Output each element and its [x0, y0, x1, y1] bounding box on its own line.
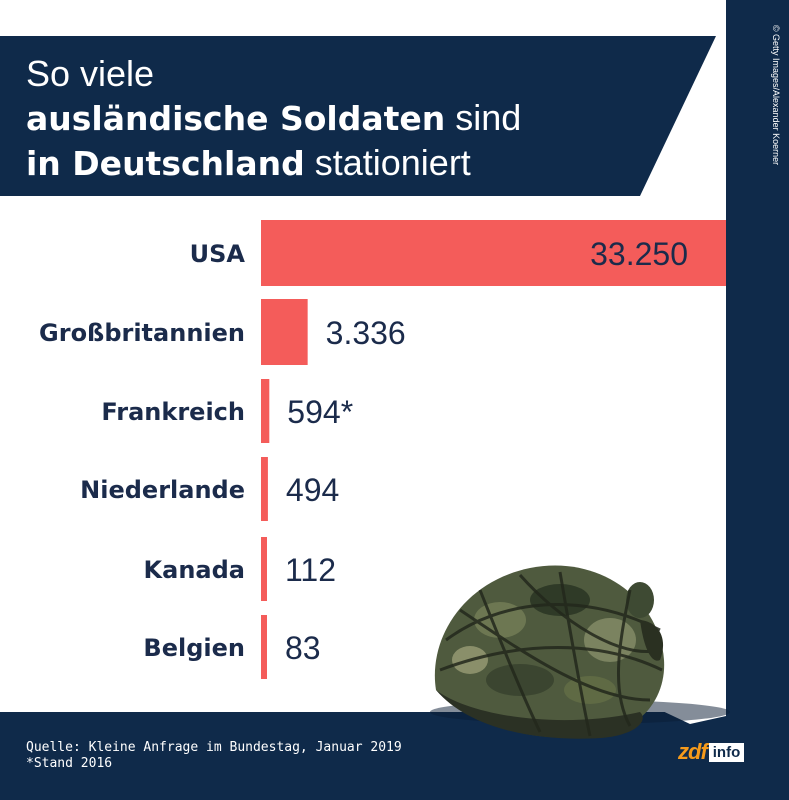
value-label-0: 33.250: [590, 236, 688, 272]
value-label-2: 594*: [287, 394, 353, 430]
zdfinfo-logo: zdf info: [678, 739, 745, 764]
title-line-3-rest: stationiert: [304, 142, 471, 183]
title-line-2-bold: ausländische Soldaten: [26, 99, 446, 138]
navy-bottom-band: [0, 712, 789, 800]
source-note: Quelle: Kleine Anfrage im Bundestag, Jan…: [26, 740, 402, 772]
helmet-photo: [430, 565, 730, 739]
speech-bubble-tail-edge: [690, 716, 726, 724]
title-line-3-bold: in Deutschland: [26, 144, 305, 183]
value-label-1: 3.336: [326, 315, 406, 351]
value-label-4: 112: [285, 552, 336, 588]
title-banner: [0, 36, 716, 196]
title-line-2: ausländische Soldaten sind: [26, 96, 521, 141]
title-line-2-rest: sind: [445, 97, 522, 138]
chart-title: So viele ausländische Soldaten sind in D…: [26, 52, 521, 186]
title-line-3: in Deutschland stationiert: [26, 141, 521, 186]
navy-right-band: [726, 0, 789, 800]
category-label-1: Großbritannien: [39, 319, 245, 347]
title-line-1: So viele: [26, 53, 155, 94]
bar-4: [261, 537, 267, 601]
bar-2: [261, 379, 270, 443]
category-label-4: Kanada: [144, 556, 245, 584]
value-label-5: 83: [285, 630, 321, 666]
footnote-text: *Stand 2016: [26, 756, 113, 771]
value-label-3: 494: [286, 472, 339, 508]
bar-1: [261, 299, 308, 365]
bar-3: [261, 457, 268, 521]
logo-zdf: zdf: [678, 739, 708, 764]
source-text: Quelle: Kleine Anfrage im Bundestag, Jan…: [26, 740, 402, 755]
category-label-0: USA: [190, 240, 246, 268]
logo-info: info: [708, 742, 745, 762]
bar-0: [261, 220, 726, 286]
bar-5: [261, 615, 267, 679]
category-label-5: Belgien: [143, 634, 245, 662]
category-label-2: Frankreich: [101, 398, 245, 426]
category-label-3: Niederlande: [80, 476, 245, 504]
